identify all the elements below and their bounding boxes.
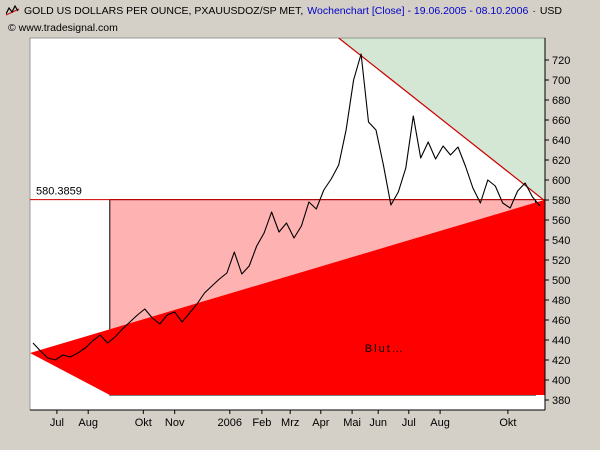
y-axis-label: 680 <box>552 95 570 107</box>
x-axis-label: Jun <box>369 417 387 429</box>
x-axis-label: Jul <box>402 417 416 429</box>
chart-title-main: GOLD US DOLLARS PER OUNCE, PXAUUSDOZ/SP … <box>24 5 304 17</box>
y-axis-label: 380 <box>552 395 570 407</box>
y-axis-label: 460 <box>552 315 570 327</box>
y-axis-label: 560 <box>552 215 570 227</box>
y-axis-label: 600 <box>552 175 570 187</box>
y-axis-label: 480 <box>552 295 570 307</box>
x-axis-label: Feb <box>252 417 271 429</box>
watermark: Blut… <box>365 343 405 355</box>
x-axis-label: Jul <box>50 417 64 429</box>
x-axis-label: Mai <box>343 417 361 429</box>
x-axis-label: Nov <box>165 417 185 429</box>
y-axis-label: 580 <box>552 195 570 207</box>
y-axis-label: 400 <box>552 375 570 387</box>
y-axis-label: 660 <box>552 115 570 127</box>
chart-title-separator: · <box>532 5 536 17</box>
chart-title-range: Wochenchart [Close] - 19.06.2005 - 08.10… <box>307 5 529 17</box>
descending-trendline <box>338 38 545 202</box>
x-axis-label: Okt <box>499 417 516 429</box>
chart-header: GOLD US DOLLARS PER OUNCE, PXAUUSDOZ/SP … <box>6 5 562 17</box>
chart-title-currency: USD <box>539 5 563 17</box>
y-axis-label: 440 <box>552 335 570 347</box>
x-axis-label: Okt <box>135 417 152 429</box>
support-triangle <box>30 199 545 395</box>
plot-contents: Blut… <box>30 38 545 396</box>
y-axis-label: 500 <box>552 275 570 287</box>
price-line <box>32 53 541 361</box>
line-chart-icon <box>6 5 20 17</box>
x-axis-label: Aug <box>430 417 450 429</box>
x-axis-label: 2006 <box>218 417 242 429</box>
y-axis-label: 640 <box>552 135 570 147</box>
x-axis-label: Aug <box>78 417 98 429</box>
copyright: © www.tradesignal.com <box>8 22 118 34</box>
x-axis-label: Mrz <box>281 417 299 429</box>
y-axis-label: 620 <box>552 155 570 167</box>
y-axis-label: 700 <box>552 75 570 87</box>
y-axis-label: 420 <box>552 355 570 367</box>
x-axis-label: Apr <box>312 417 329 429</box>
y-axis-label: 540 <box>552 235 570 247</box>
level-label: 580.3859 <box>36 186 82 198</box>
y-axis-label: 720 <box>552 55 570 67</box>
y-axis-label: 520 <box>552 255 570 267</box>
